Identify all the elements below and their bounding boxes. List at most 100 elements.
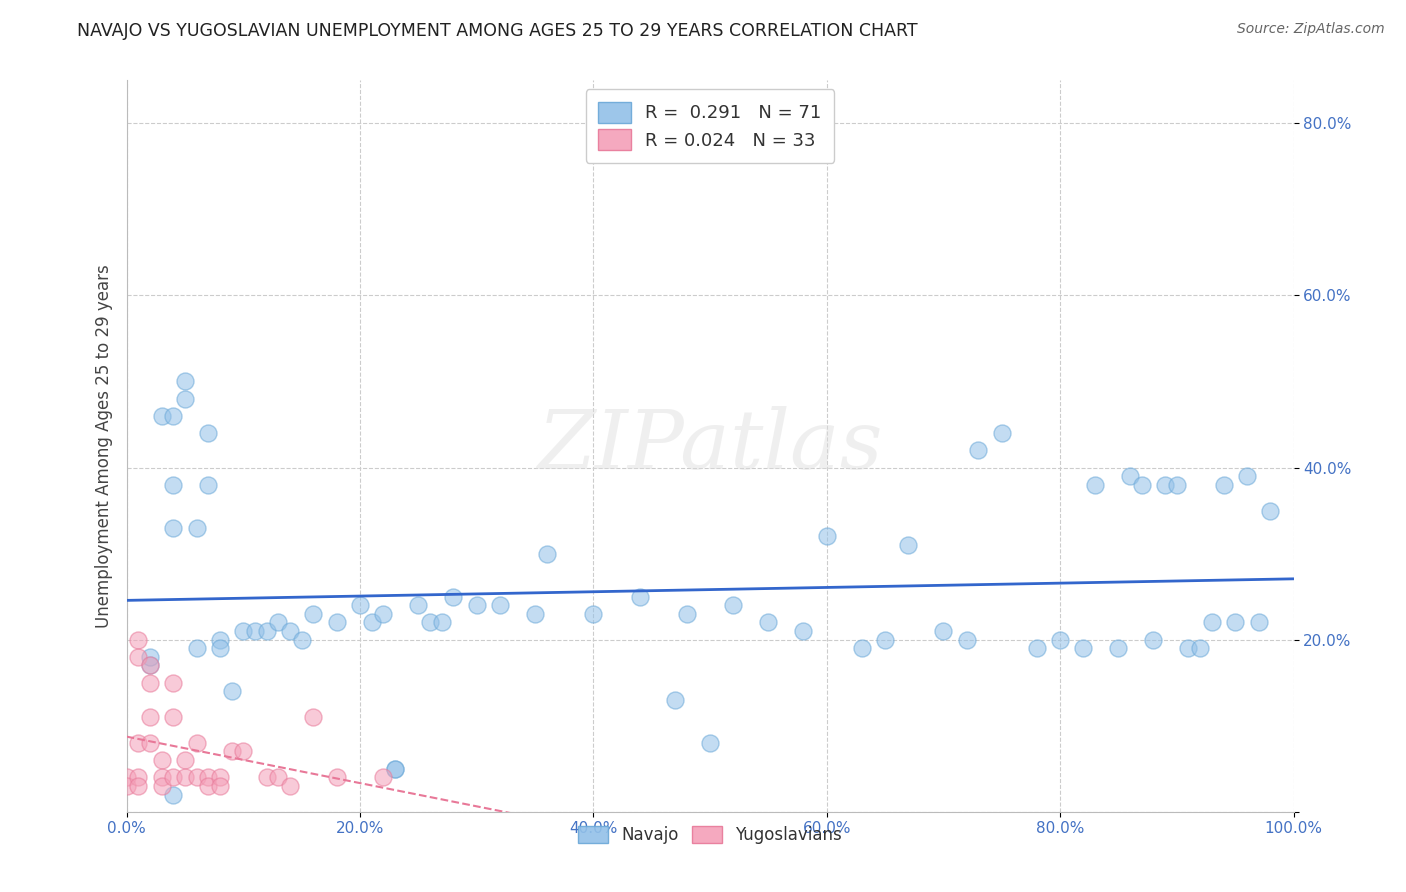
Point xyxy=(221,684,243,698)
Point xyxy=(290,632,312,647)
Point xyxy=(441,590,464,604)
Point xyxy=(628,590,651,604)
Point xyxy=(115,770,138,784)
Point xyxy=(150,753,173,767)
Point xyxy=(208,779,231,793)
Point xyxy=(419,615,441,630)
Point xyxy=(815,529,838,543)
Point xyxy=(174,770,197,784)
Point xyxy=(465,598,488,612)
Point xyxy=(875,632,897,647)
Point xyxy=(384,762,406,776)
Point xyxy=(373,607,395,621)
Point xyxy=(325,615,347,630)
Point xyxy=(373,770,395,784)
Legend: Navajo, Yugoslavians: Navajo, Yugoslavians xyxy=(571,820,849,851)
Point xyxy=(1177,641,1199,656)
Point xyxy=(675,607,697,621)
Point xyxy=(139,649,162,664)
Point xyxy=(186,521,208,535)
Point xyxy=(1025,641,1047,656)
Point xyxy=(150,409,173,423)
Point xyxy=(1119,469,1142,483)
Point xyxy=(302,710,325,724)
Point xyxy=(360,615,382,630)
Point xyxy=(723,598,745,612)
Point xyxy=(349,598,371,612)
Point xyxy=(197,426,219,441)
Point xyxy=(139,658,162,673)
Point xyxy=(186,641,208,656)
Point xyxy=(162,521,184,535)
Point xyxy=(127,736,149,750)
Point xyxy=(197,477,219,491)
Point xyxy=(990,426,1012,441)
Point xyxy=(302,607,325,621)
Point xyxy=(756,615,779,630)
Point xyxy=(1236,469,1258,483)
Point xyxy=(1084,477,1107,491)
Point xyxy=(174,753,197,767)
Point xyxy=(139,658,162,673)
Point xyxy=(664,693,686,707)
Point xyxy=(536,547,558,561)
Point xyxy=(1142,632,1164,647)
Point xyxy=(384,762,406,776)
Point xyxy=(792,624,814,638)
Point xyxy=(1154,477,1177,491)
Point xyxy=(489,598,512,612)
Point xyxy=(208,641,231,656)
Point xyxy=(174,392,197,406)
Point xyxy=(1247,615,1270,630)
Point xyxy=(967,443,990,458)
Point xyxy=(256,770,278,784)
Point xyxy=(430,615,453,630)
Point xyxy=(278,624,301,638)
Point xyxy=(139,736,162,750)
Point xyxy=(162,409,184,423)
Point xyxy=(162,770,184,784)
Point xyxy=(267,770,290,784)
Point xyxy=(221,744,243,758)
Point xyxy=(162,788,184,802)
Point xyxy=(325,770,347,784)
Point xyxy=(1130,477,1153,491)
Point xyxy=(1223,615,1246,630)
Text: Source: ZipAtlas.com: Source: ZipAtlas.com xyxy=(1237,22,1385,37)
Point xyxy=(127,632,149,647)
Point xyxy=(186,770,208,784)
Point xyxy=(267,615,290,630)
Point xyxy=(1073,641,1095,656)
Point xyxy=(174,375,197,389)
Point xyxy=(127,649,149,664)
Point xyxy=(127,770,149,784)
Point xyxy=(115,779,138,793)
Point xyxy=(278,779,301,793)
Point xyxy=(1201,615,1223,630)
Point xyxy=(150,779,173,793)
Point xyxy=(208,632,231,647)
Point xyxy=(162,710,184,724)
Point xyxy=(897,538,920,552)
Point xyxy=(232,744,254,758)
Point xyxy=(1258,503,1281,517)
Point xyxy=(956,632,979,647)
Text: NAVAJO VS YUGOSLAVIAN UNEMPLOYMENT AMONG AGES 25 TO 29 YEARS CORRELATION CHART: NAVAJO VS YUGOSLAVIAN UNEMPLOYMENT AMONG… xyxy=(77,22,918,40)
Point xyxy=(1049,632,1071,647)
Point xyxy=(186,736,208,750)
Point xyxy=(197,770,219,784)
Point xyxy=(127,779,149,793)
Point xyxy=(162,477,184,491)
Point xyxy=(582,607,605,621)
Point xyxy=(932,624,955,638)
Point xyxy=(232,624,254,638)
Point xyxy=(1212,477,1234,491)
Point xyxy=(523,607,546,621)
Point xyxy=(256,624,278,638)
Point xyxy=(139,710,162,724)
Point xyxy=(243,624,266,638)
Point xyxy=(851,641,873,656)
Point xyxy=(1108,641,1130,656)
Point xyxy=(208,770,231,784)
Y-axis label: Unemployment Among Ages 25 to 29 years: Unemployment Among Ages 25 to 29 years xyxy=(94,264,112,628)
